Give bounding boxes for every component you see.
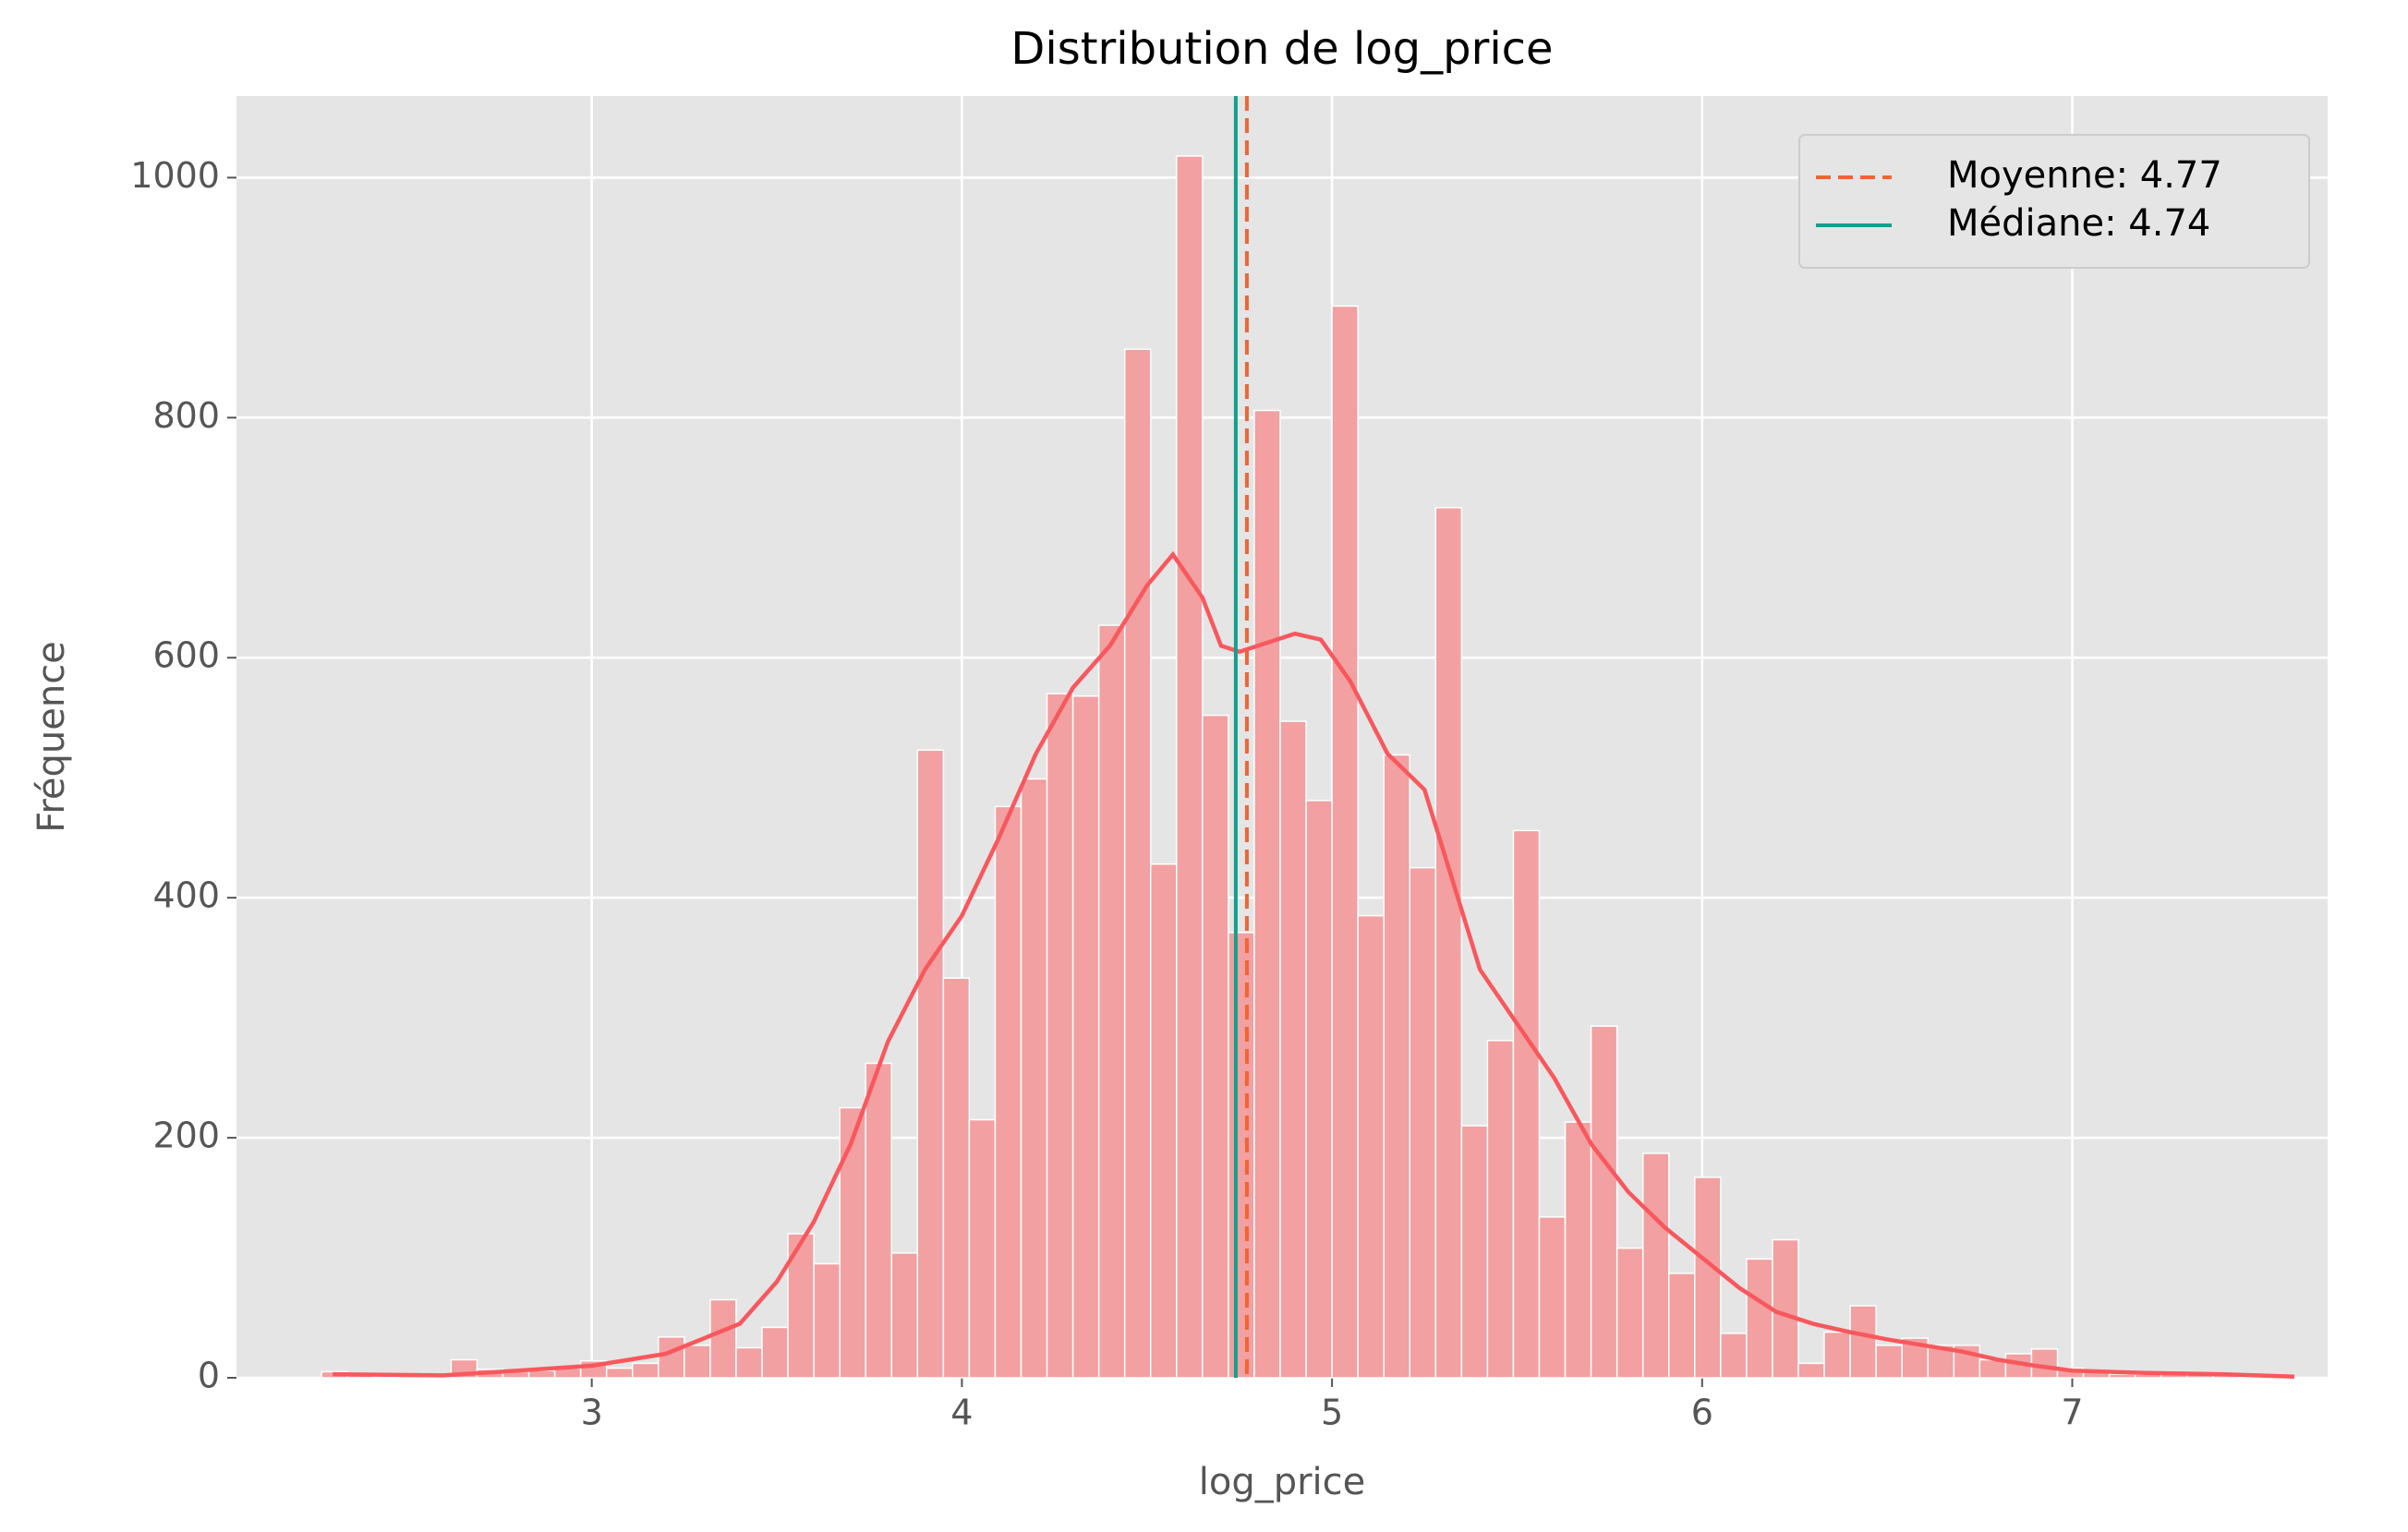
bar — [916, 749, 945, 1379]
y-tick-label: 400 — [152, 875, 220, 916]
bar — [1097, 624, 1126, 1379]
bar — [1071, 695, 1100, 1379]
bar — [1228, 932, 1255, 1379]
x-tick-label: 7 — [2061, 1393, 2083, 1433]
bar — [1305, 800, 1333, 1379]
bar — [1590, 1025, 1618, 1379]
bar — [1667, 1273, 1696, 1379]
legend-label: Médiane: 4.74 — [1947, 202, 2210, 245]
bar — [761, 1326, 789, 1379]
bar — [1875, 1345, 1903, 1379]
bar — [1486, 1040, 1515, 1379]
bar — [1978, 1358, 2007, 1379]
bar — [1564, 1121, 1592, 1379]
bar — [968, 1118, 997, 1379]
y-tick-label: 0 — [198, 1356, 220, 1396]
bar — [709, 1298, 737, 1379]
bar — [890, 1252, 919, 1379]
legend-box — [1798, 134, 2310, 269]
bar — [1849, 1305, 1877, 1379]
bar — [1331, 305, 1359, 1379]
bar — [1797, 1362, 1825, 1379]
bar — [1615, 1247, 1644, 1379]
bar — [1720, 1333, 1748, 1379]
bar — [813, 1262, 841, 1379]
y-tick-label: 1000 — [130, 155, 220, 196]
bar — [1746, 1258, 1773, 1379]
bar — [839, 1106, 866, 1379]
y-tick-label: 200 — [152, 1116, 220, 1156]
bar — [1772, 1238, 1799, 1379]
y-tick-label: 800 — [152, 395, 220, 436]
bar — [1538, 1216, 1567, 1379]
bar — [1202, 714, 1229, 1379]
bar — [658, 1336, 685, 1379]
bar — [1046, 693, 1074, 1379]
bar — [735, 1346, 763, 1379]
bar — [1357, 914, 1385, 1379]
x-tick-label: 5 — [1321, 1393, 1343, 1433]
bar — [1409, 866, 1437, 1379]
x-tick-label: 3 — [581, 1393, 603, 1433]
bar — [2108, 1373, 2136, 1379]
bar — [1253, 409, 1281, 1379]
bar — [865, 1062, 893, 1379]
legend-label: Moyenne: 4.77 — [1947, 154, 2222, 197]
bar — [1123, 348, 1152, 1379]
x-tick-label: 6 — [1691, 1393, 1713, 1433]
bar — [1641, 1152, 1670, 1379]
x-tick-label: 4 — [950, 1393, 973, 1433]
bar — [1460, 1125, 1489, 1379]
kde-line — [333, 550, 2295, 1379]
bar — [1383, 754, 1410, 1379]
bar — [1279, 720, 1307, 1379]
x-axis-label: log_price — [1199, 1461, 1366, 1503]
bar — [1512, 829, 1541, 1379]
bar — [632, 1362, 659, 1379]
y-tick-label: 600 — [152, 635, 220, 676]
bar — [1176, 155, 1204, 1379]
bar — [2030, 1348, 2059, 1379]
bar — [1823, 1331, 1851, 1379]
bar — [1020, 778, 1048, 1379]
bar — [684, 1345, 711, 1379]
bar — [994, 805, 1022, 1379]
y-axis-label: Fréquence — [30, 641, 73, 833]
bar — [942, 977, 971, 1379]
bar — [1149, 863, 1178, 1379]
bar — [1434, 507, 1463, 1379]
chart-title: Distribution de log_price — [1010, 23, 1553, 75]
bar — [1694, 1176, 1722, 1379]
bar — [605, 1367, 634, 1379]
